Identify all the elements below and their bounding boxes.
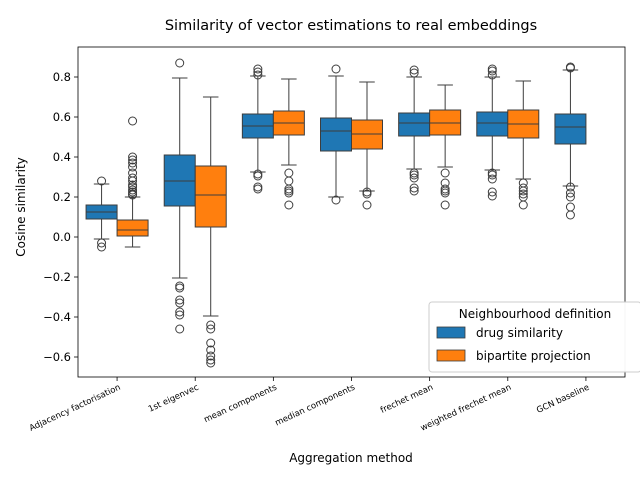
x-axis-label: Aggregation method (289, 451, 413, 465)
outlier-point (206, 355, 216, 365)
outlier-point (253, 70, 263, 80)
box-iqr (320, 117, 352, 152)
outlier-point (253, 67, 263, 77)
outlier-point (206, 338, 216, 348)
outlier-point (565, 63, 575, 73)
outlier-point (284, 188, 294, 198)
outlier-point (284, 168, 294, 178)
outlier-point (128, 173, 138, 183)
outlier-point (128, 162, 138, 172)
outlier-point (440, 186, 450, 196)
outlier-point (409, 173, 419, 183)
outlier-point (175, 281, 185, 291)
outlier-point (175, 307, 185, 317)
outlier-point (409, 170, 419, 180)
y-tick-label: 0.0 (53, 230, 71, 244)
outlier-point (284, 200, 294, 210)
box-iqr (554, 113, 587, 145)
outlier-point (518, 183, 528, 193)
legend-swatch-bipartite-projection (436, 349, 466, 362)
outlier-point (487, 191, 497, 201)
outlier-point (128, 152, 138, 162)
outlier-point (97, 176, 107, 186)
legend: Neighbourhood definition drug similarity… (428, 301, 640, 373)
outlier-point (487, 170, 497, 180)
y-tick-label: −0.2 (43, 270, 71, 284)
outlier-point (487, 66, 497, 76)
outlier-point (253, 182, 263, 192)
outlier-point (206, 320, 216, 330)
legend-frame (428, 301, 640, 373)
outlier-point (128, 176, 138, 186)
outlier-point (175, 295, 185, 305)
outlier-point (175, 324, 185, 334)
outlier-point (487, 70, 497, 80)
x-tick-label: Adjacency factorisation (28, 383, 122, 434)
outlier-point (362, 189, 372, 199)
y-tick-label: 0.2 (53, 190, 71, 204)
y-axis-label: Cosine similarity (14, 157, 28, 256)
outlier-point (409, 183, 419, 193)
outlier-point (518, 186, 528, 196)
outlier-point (409, 65, 419, 75)
outlier-point (128, 116, 138, 126)
y-tick-label: 0.6 (53, 110, 71, 124)
box-iqr (116, 219, 149, 237)
outlier-point (284, 176, 294, 186)
outlier-point (206, 324, 216, 334)
outlier-point (518, 189, 528, 199)
outlier-point (97, 242, 107, 252)
outlier-point (253, 184, 263, 194)
box-iqr (194, 165, 227, 228)
outlier-point (175, 298, 185, 308)
outlier-point (565, 202, 575, 212)
outlier-point (487, 174, 497, 184)
legend-label-drug-similarity: drug similarity (476, 326, 563, 340)
outlier-point (565, 210, 575, 220)
outlier-point (253, 64, 263, 74)
plot-area: −0.6 −0.4 −0.2 0.0 0.2 0.4 0.6 0.8 Adjacency fac… (28, 46, 626, 434)
outlier-point (440, 168, 450, 178)
x-tick-label: median components (274, 382, 358, 428)
outlier-point (97, 238, 107, 248)
outlier-point (440, 188, 450, 198)
chart-title: Similarity of vector estimations to real… (165, 18, 537, 34)
y-tick-label: 0.4 (53, 150, 71, 164)
y-tick-label: 0.8 (53, 70, 71, 84)
x-tick-label: 1st eigenvec (147, 383, 201, 415)
outlier-point (440, 200, 450, 210)
outlier-point (409, 186, 419, 196)
outlier-point (362, 200, 372, 210)
box-iqr (476, 111, 509, 137)
outlier-point (518, 200, 528, 210)
outlier-point (565, 188, 575, 198)
x-tick-label: mean components (203, 382, 280, 425)
box-iqr (398, 112, 431, 137)
outlier-point (175, 283, 185, 293)
y-tick-label: −0.4 (43, 310, 71, 324)
legend-swatch-drug-similarity (436, 326, 466, 339)
outlier-point (175, 310, 185, 320)
legend-title: Neighbourhood definition (459, 307, 611, 321)
outlier-point (284, 186, 294, 196)
x-tick-label: frechet mean (379, 383, 435, 416)
x-tick-label: GCN baseline (535, 383, 591, 416)
legend-label-bipartite-projection: bipartite projection (476, 349, 591, 363)
outlier-point (175, 58, 185, 68)
outlier-point (206, 358, 216, 368)
outlier-point (409, 68, 419, 78)
y-tick-label: −0.6 (43, 350, 71, 364)
outlier-point (206, 351, 216, 361)
outlier-point (128, 190, 138, 200)
outlier-point (331, 195, 341, 205)
outlier-point (565, 192, 575, 202)
outlier-point (128, 155, 138, 165)
outlier-point (565, 182, 575, 192)
outlier-point (128, 158, 138, 168)
outlier-point (331, 64, 341, 74)
outlier-point (253, 171, 263, 181)
outlier-point (487, 187, 497, 197)
outlier-point (206, 345, 216, 355)
